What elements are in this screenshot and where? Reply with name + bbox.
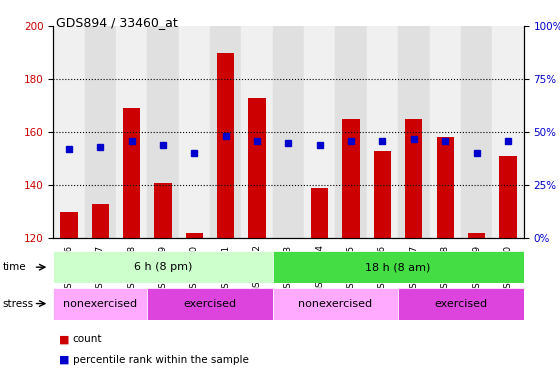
Text: percentile rank within the sample: percentile rank within the sample xyxy=(73,355,249,365)
Bar xyxy=(335,26,367,238)
Bar xyxy=(60,211,77,238)
Bar xyxy=(85,26,116,238)
Bar xyxy=(304,26,335,238)
Bar xyxy=(437,138,454,238)
Bar xyxy=(53,288,147,320)
Bar xyxy=(367,26,398,238)
Bar xyxy=(343,119,360,238)
Bar xyxy=(210,26,241,238)
Bar xyxy=(311,188,328,238)
Text: ■: ■ xyxy=(59,355,69,365)
Bar xyxy=(53,251,273,283)
Bar xyxy=(186,233,203,238)
Bar xyxy=(92,204,109,238)
Bar xyxy=(53,26,85,238)
Bar xyxy=(116,26,147,238)
Bar xyxy=(273,251,524,283)
Text: time: time xyxy=(3,262,26,272)
Text: exercised: exercised xyxy=(184,298,236,309)
Text: 6 h (8 pm): 6 h (8 pm) xyxy=(134,262,192,272)
Bar xyxy=(398,26,430,238)
Bar xyxy=(217,53,234,238)
Bar xyxy=(492,26,524,238)
Bar xyxy=(249,98,265,238)
Bar xyxy=(179,26,210,238)
Bar xyxy=(398,288,524,320)
Bar xyxy=(155,183,171,238)
Bar xyxy=(123,108,140,238)
Bar xyxy=(147,26,179,238)
Bar xyxy=(273,288,398,320)
Text: 18 h (8 am): 18 h (8 am) xyxy=(366,262,431,272)
Bar xyxy=(430,26,461,238)
Bar xyxy=(468,233,485,238)
Text: exercised: exercised xyxy=(435,298,487,309)
Text: ■: ■ xyxy=(59,334,69,344)
Bar xyxy=(374,151,391,238)
Bar xyxy=(147,288,273,320)
Text: nonexercised: nonexercised xyxy=(63,298,137,309)
Bar xyxy=(273,26,304,238)
Text: count: count xyxy=(73,334,102,344)
Bar xyxy=(405,119,422,238)
Bar xyxy=(500,156,516,238)
Text: stress: stress xyxy=(3,298,34,309)
Bar xyxy=(461,26,492,238)
Bar xyxy=(241,26,273,238)
Text: nonexercised: nonexercised xyxy=(298,298,372,309)
Text: GDS894 / 33460_at: GDS894 / 33460_at xyxy=(56,16,178,29)
